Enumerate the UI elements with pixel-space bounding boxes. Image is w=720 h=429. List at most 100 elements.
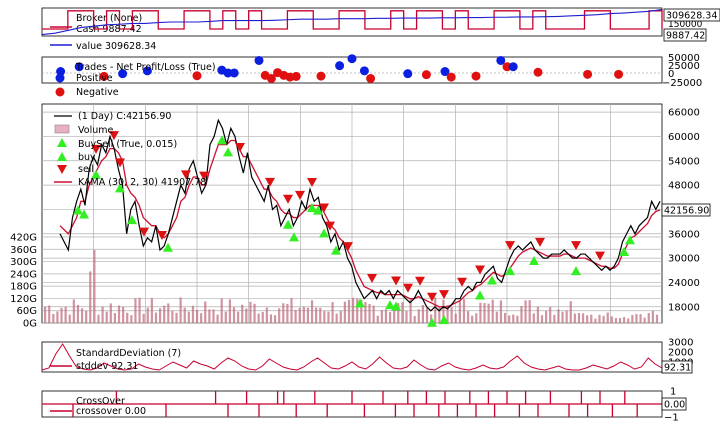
sell-marker — [109, 131, 119, 141]
price-grid — [42, 104, 662, 324]
volume-bar — [191, 305, 195, 323]
volume-bar — [491, 299, 494, 323]
sell-marker — [475, 265, 485, 275]
stddev-legend-value: stddev 92.31 — [76, 361, 138, 372]
volume-bar — [72, 299, 75, 323]
volume-bar — [327, 311, 330, 323]
volume-bar — [520, 305, 523, 323]
close-price-line — [59, 118, 661, 312]
volume-bar — [479, 302, 482, 323]
volume-bar — [471, 315, 474, 323]
volume-bar — [310, 300, 314, 323]
trade-point-positive — [118, 69, 128, 79]
volume-bar — [265, 307, 268, 323]
volume-bar — [122, 306, 125, 323]
buy-marker — [163, 242, 173, 252]
volume-bar — [606, 312, 609, 323]
volume-bar — [569, 301, 572, 323]
volume-bar — [60, 307, 63, 323]
volume-bar — [388, 312, 392, 323]
volume-bar — [450, 307, 453, 323]
price-panel: 6600060000540004800042000360003000024000… — [10, 103, 711, 330]
buy-marker — [115, 183, 125, 193]
price-legend-sell-marker — [57, 165, 67, 174]
volume-bar — [257, 313, 260, 323]
volume-bar — [545, 310, 548, 323]
sell-marker — [343, 242, 353, 252]
sell-marker — [403, 283, 413, 293]
volume-bar — [249, 301, 252, 323]
volume-ytick-label: 300G — [10, 257, 37, 268]
volume-bar — [93, 249, 96, 323]
sell-marker — [157, 231, 167, 241]
price-legend-buy-marker — [57, 152, 67, 161]
trades-legend-negative: Negative — [76, 87, 119, 98]
volume-bar — [397, 303, 400, 323]
volume-bar — [228, 299, 231, 323]
volume-bar — [376, 315, 379, 323]
volume-bar — [532, 313, 535, 323]
volume-bar — [64, 306, 67, 323]
volume-bar — [269, 314, 273, 323]
sell-marker — [307, 178, 317, 188]
volume-bar — [48, 305, 51, 323]
buy-marker — [331, 245, 341, 255]
price-ytick-label: 36000 — [668, 229, 700, 240]
trades-ytick-0: 0 — [668, 69, 674, 80]
volume-bar — [212, 309, 215, 323]
volume-bar — [454, 313, 457, 323]
price-legend-buysell: BuySell (True, 0.015) — [78, 139, 177, 150]
volume-bar — [499, 300, 503, 323]
trade-points — [56, 54, 624, 83]
broker-legend-title: Broker (None) — [76, 13, 142, 24]
volume-bar — [372, 305, 375, 323]
volume-bar — [401, 302, 404, 323]
volume-bar — [105, 311, 108, 323]
trades-legend-title: Trades - Net Profit/Loss (True) — [75, 62, 216, 73]
buy-marker — [625, 235, 635, 245]
trade-point-positive — [440, 67, 450, 77]
volume-bar — [126, 312, 129, 323]
volume-bar — [245, 308, 248, 323]
trade-point-negative — [583, 69, 593, 79]
broker-value-label: 309628.34 — [666, 11, 717, 22]
crossover-last-label: 0.00 — [664, 400, 685, 411]
volume-bar — [335, 313, 338, 323]
volume-bar — [495, 311, 498, 323]
trade-point-negative — [266, 73, 276, 83]
volume-bar — [261, 311, 264, 323]
trades-ytick-25000: 25000 — [668, 61, 700, 72]
volume-bar — [524, 300, 527, 323]
price-ytick-label: 66000 — [668, 108, 700, 119]
volume-bar — [85, 310, 88, 323]
volume-bar — [117, 305, 121, 323]
buy-marker — [391, 301, 401, 311]
volume-bar — [101, 306, 104, 323]
volume-bar — [442, 299, 445, 323]
volume-bar — [643, 317, 646, 323]
sell-marker — [283, 194, 293, 204]
volume-bar — [113, 313, 117, 323]
price-ytick-label: 24000 — [668, 278, 700, 289]
volume-bar — [409, 298, 412, 323]
volume-bar — [618, 317, 622, 323]
trade-point-negative — [99, 71, 109, 81]
volume-bar — [142, 313, 145, 323]
volume-bar — [561, 311, 564, 323]
volume-bar — [323, 311, 326, 323]
broker-axes — [41, 7, 663, 37]
buy-marker — [505, 266, 515, 276]
volume-bar — [167, 303, 170, 323]
sell-marker — [391, 276, 401, 286]
sell-marker — [505, 241, 515, 251]
sell-marker — [571, 241, 581, 251]
trade-point-positive — [142, 66, 152, 76]
volume-bar — [508, 315, 511, 323]
stddev-ytick-label: 2000 — [668, 348, 693, 359]
trade-point-positive — [223, 68, 233, 78]
broker-cash-label: 9887.42 — [666, 31, 705, 42]
volume-ytick-label: 240G — [10, 269, 37, 280]
sell-marker — [181, 170, 191, 180]
